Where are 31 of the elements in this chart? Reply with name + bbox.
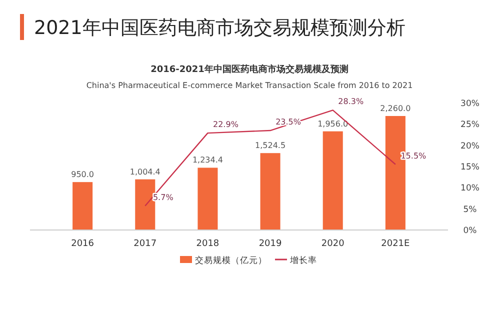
data-label: 28.3% [338,97,364,106]
y2-tick-label: 25% [460,120,480,130]
x-tick-label: 2016 [71,239,94,249]
legend-label: 交易规模（亿元） [195,255,267,266]
x-tick-label: 2018 [196,239,220,249]
y2-tick-label: 0% [463,226,477,236]
bar [72,182,93,230]
y2-tick-label: 20% [460,141,480,152]
x-tick-label: 2020 [321,239,345,249]
legend-label: 增长率 [289,255,317,266]
data-label: 1,004.4 [130,167,160,176]
chart-subtitle: 2016-2021年中国医药电商市场交易规模及预测 [150,64,348,75]
y2-tick-label: 10% [460,184,480,194]
chart-title: 2021年中国医药电商市场交易规模预测分析 [34,17,406,39]
data-label: 22.9% [213,120,239,130]
data-label: 950.0 [71,170,94,180]
x-tick-label: 2021E [381,239,410,249]
bar [135,179,156,230]
text: China's Pharmaceutical E-commerce Market Transaction Scale from 2016 to 2021 [86,81,413,90]
x-tick-label: 2017 [134,239,157,249]
data-label: 2,260.0 [380,104,411,113]
data-label: 1,524.5 [255,141,286,150]
y2-tick-label: 5% [463,204,477,215]
data-label: 1,956.0 [318,119,348,128]
bar [198,168,218,230]
y2-tick-label: 30% [460,99,480,109]
bar [260,153,280,230]
y2-tick-label: 15% [460,162,480,172]
bar [322,131,343,230]
x-tick-label: 2019 [258,239,282,249]
data-label: 1,234.4 [192,156,223,165]
